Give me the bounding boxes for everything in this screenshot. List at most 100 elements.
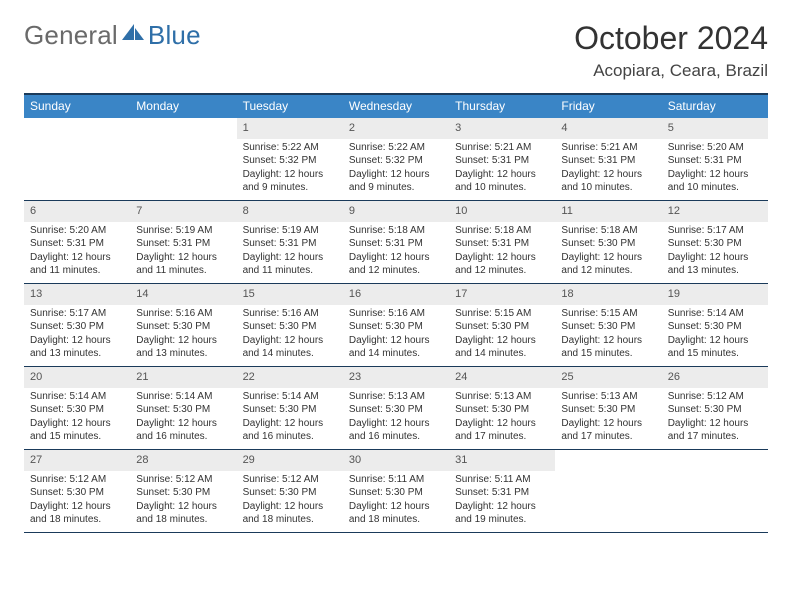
header: General Blue October 2024 Acopiara, Cear… <box>24 20 768 81</box>
sunset-text: Sunset: 5:30 PM <box>455 320 549 334</box>
daylight-text: Daylight: 12 hours and 16 minutes. <box>136 417 230 444</box>
day-cell: 29Sunrise: 5:12 AMSunset: 5:30 PMDayligh… <box>237 450 343 532</box>
day-cell: 22Sunrise: 5:14 AMSunset: 5:30 PMDayligh… <box>237 367 343 449</box>
day-cell: 31Sunrise: 5:11 AMSunset: 5:31 PMDayligh… <box>449 450 555 532</box>
daylight-text: Daylight: 12 hours and 9 minutes. <box>243 168 337 195</box>
weekday-header-row: Sunday Monday Tuesday Wednesday Thursday… <box>24 95 768 118</box>
day-number: 11 <box>555 201 661 222</box>
day-info: Sunrise: 5:18 AMSunset: 5:31 PMDaylight:… <box>343 222 449 282</box>
day-number <box>555 450 661 456</box>
sunrise-text: Sunrise: 5:14 AM <box>30 390 124 404</box>
day-cell: 9Sunrise: 5:18 AMSunset: 5:31 PMDaylight… <box>343 201 449 283</box>
brand-word-blue: Blue <box>148 20 201 51</box>
sunrise-text: Sunrise: 5:12 AM <box>668 390 762 404</box>
day-info: Sunrise: 5:11 AMSunset: 5:30 PMDaylight:… <box>343 471 449 531</box>
daylight-text: Daylight: 12 hours and 12 minutes. <box>349 251 443 278</box>
sail-icon <box>120 20 146 51</box>
sunset-text: Sunset: 5:30 PM <box>349 320 443 334</box>
sunrise-text: Sunrise: 5:14 AM <box>243 390 337 404</box>
sunset-text: Sunset: 5:30 PM <box>136 486 230 500</box>
day-cell: 13Sunrise: 5:17 AMSunset: 5:30 PMDayligh… <box>24 284 130 366</box>
sunrise-text: Sunrise: 5:14 AM <box>136 390 230 404</box>
daylight-text: Daylight: 12 hours and 11 minutes. <box>136 251 230 278</box>
day-number: 3 <box>449 118 555 139</box>
sunrise-text: Sunrise: 5:18 AM <box>349 224 443 238</box>
day-cell: 15Sunrise: 5:16 AMSunset: 5:30 PMDayligh… <box>237 284 343 366</box>
day-cell: 6Sunrise: 5:20 AMSunset: 5:31 PMDaylight… <box>24 201 130 283</box>
sunset-text: Sunset: 5:30 PM <box>243 320 337 334</box>
day-cell: 26Sunrise: 5:12 AMSunset: 5:30 PMDayligh… <box>662 367 768 449</box>
day-info: Sunrise: 5:22 AMSunset: 5:32 PMDaylight:… <box>237 139 343 199</box>
daylight-text: Daylight: 12 hours and 19 minutes. <box>455 500 549 527</box>
daylight-text: Daylight: 12 hours and 9 minutes. <box>349 168 443 195</box>
day-cell <box>130 118 236 200</box>
day-number: 17 <box>449 284 555 305</box>
day-info: Sunrise: 5:21 AMSunset: 5:31 PMDaylight:… <box>555 139 661 199</box>
weekday-header: Friday <box>555 95 661 118</box>
day-number <box>130 118 236 124</box>
sunrise-text: Sunrise: 5:12 AM <box>243 473 337 487</box>
day-cell: 27Sunrise: 5:12 AMSunset: 5:30 PMDayligh… <box>24 450 130 532</box>
weekday-header: Saturday <box>662 95 768 118</box>
sunrise-text: Sunrise: 5:12 AM <box>136 473 230 487</box>
day-number: 31 <box>449 450 555 471</box>
day-info: Sunrise: 5:20 AMSunset: 5:31 PMDaylight:… <box>24 222 130 282</box>
day-cell: 20Sunrise: 5:14 AMSunset: 5:30 PMDayligh… <box>24 367 130 449</box>
day-number: 20 <box>24 367 130 388</box>
day-info: Sunrise: 5:14 AMSunset: 5:30 PMDaylight:… <box>24 388 130 448</box>
sunrise-text: Sunrise: 5:16 AM <box>349 307 443 321</box>
daylight-text: Daylight: 12 hours and 10 minutes. <box>668 168 762 195</box>
sunset-text: Sunset: 5:30 PM <box>668 403 762 417</box>
day-number: 4 <box>555 118 661 139</box>
week-row: 20Sunrise: 5:14 AMSunset: 5:30 PMDayligh… <box>24 367 768 450</box>
sunrise-text: Sunrise: 5:16 AM <box>243 307 337 321</box>
day-number: 18 <box>555 284 661 305</box>
day-number: 10 <box>449 201 555 222</box>
brand-word-general: General <box>24 20 118 51</box>
day-cell: 7Sunrise: 5:19 AMSunset: 5:31 PMDaylight… <box>130 201 236 283</box>
day-cell: 5Sunrise: 5:20 AMSunset: 5:31 PMDaylight… <box>662 118 768 200</box>
sunset-text: Sunset: 5:31 PM <box>668 154 762 168</box>
sunset-text: Sunset: 5:30 PM <box>455 403 549 417</box>
day-number <box>24 118 130 124</box>
day-cell: 25Sunrise: 5:13 AMSunset: 5:30 PMDayligh… <box>555 367 661 449</box>
week-row: 27Sunrise: 5:12 AMSunset: 5:30 PMDayligh… <box>24 450 768 533</box>
day-info: Sunrise: 5:11 AMSunset: 5:31 PMDaylight:… <box>449 471 555 531</box>
daylight-text: Daylight: 12 hours and 18 minutes. <box>30 500 124 527</box>
daylight-text: Daylight: 12 hours and 10 minutes. <box>561 168 655 195</box>
day-info: Sunrise: 5:12 AMSunset: 5:30 PMDaylight:… <box>237 471 343 531</box>
sunset-text: Sunset: 5:31 PM <box>561 154 655 168</box>
sunrise-text: Sunrise: 5:20 AM <box>668 141 762 155</box>
calendar: Sunday Monday Tuesday Wednesday Thursday… <box>24 93 768 533</box>
sunrise-text: Sunrise: 5:13 AM <box>455 390 549 404</box>
day-number <box>662 450 768 456</box>
sunset-text: Sunset: 5:32 PM <box>349 154 443 168</box>
day-cell: 30Sunrise: 5:11 AMSunset: 5:30 PMDayligh… <box>343 450 449 532</box>
weekday-header: Wednesday <box>343 95 449 118</box>
day-number: 27 <box>24 450 130 471</box>
day-number: 21 <box>130 367 236 388</box>
sunrise-text: Sunrise: 5:15 AM <box>561 307 655 321</box>
day-info: Sunrise: 5:14 AMSunset: 5:30 PMDaylight:… <box>662 305 768 365</box>
day-number: 29 <box>237 450 343 471</box>
sunset-text: Sunset: 5:30 PM <box>561 237 655 251</box>
day-info: Sunrise: 5:20 AMSunset: 5:31 PMDaylight:… <box>662 139 768 199</box>
sunset-text: Sunset: 5:30 PM <box>30 320 124 334</box>
daylight-text: Daylight: 12 hours and 18 minutes. <box>136 500 230 527</box>
day-info: Sunrise: 5:21 AMSunset: 5:31 PMDaylight:… <box>449 139 555 199</box>
sunset-text: Sunset: 5:31 PM <box>455 486 549 500</box>
weekday-header: Sunday <box>24 95 130 118</box>
daylight-text: Daylight: 12 hours and 16 minutes. <box>349 417 443 444</box>
brand-logo: General Blue <box>24 20 201 51</box>
daylight-text: Daylight: 12 hours and 14 minutes. <box>243 334 337 361</box>
week-row: 6Sunrise: 5:20 AMSunset: 5:31 PMDaylight… <box>24 201 768 284</box>
weeks-container: 1Sunrise: 5:22 AMSunset: 5:32 PMDaylight… <box>24 118 768 533</box>
sunset-text: Sunset: 5:30 PM <box>30 403 124 417</box>
sunrise-text: Sunrise: 5:12 AM <box>30 473 124 487</box>
day-info: Sunrise: 5:12 AMSunset: 5:30 PMDaylight:… <box>662 388 768 448</box>
sunset-text: Sunset: 5:30 PM <box>136 403 230 417</box>
week-row: 1Sunrise: 5:22 AMSunset: 5:32 PMDaylight… <box>24 118 768 201</box>
day-number: 8 <box>237 201 343 222</box>
day-number: 23 <box>343 367 449 388</box>
day-number: 22 <box>237 367 343 388</box>
